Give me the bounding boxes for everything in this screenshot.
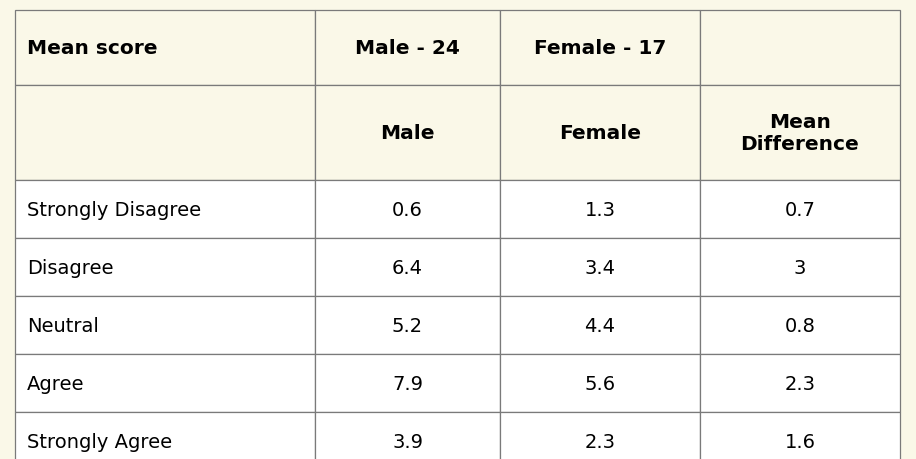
Text: Mean
Difference: Mean Difference xyxy=(741,113,859,154)
Bar xyxy=(315,354,500,412)
Text: Neutral: Neutral xyxy=(27,316,99,335)
Bar xyxy=(315,86,500,180)
Text: 2.3: 2.3 xyxy=(584,431,616,451)
Text: Strongly Disagree: Strongly Disagree xyxy=(27,200,202,219)
Text: 2.3: 2.3 xyxy=(784,374,815,392)
Bar xyxy=(315,239,500,297)
Bar xyxy=(500,297,700,354)
Text: 3.4: 3.4 xyxy=(584,258,616,277)
Text: Male - 24: Male - 24 xyxy=(355,39,460,58)
Text: Male: Male xyxy=(380,124,435,143)
Text: 7.9: 7.9 xyxy=(392,374,423,392)
Bar xyxy=(500,180,700,239)
Bar xyxy=(500,86,700,180)
Bar xyxy=(315,412,500,459)
Bar xyxy=(700,86,900,180)
Bar xyxy=(500,239,700,297)
Text: 1.3: 1.3 xyxy=(584,200,616,219)
Text: 5.2: 5.2 xyxy=(392,316,423,335)
Text: Female: Female xyxy=(559,124,641,143)
Bar xyxy=(500,412,700,459)
Text: Strongly Agree: Strongly Agree xyxy=(27,431,172,451)
Text: 3.9: 3.9 xyxy=(392,431,423,451)
Text: 6.4: 6.4 xyxy=(392,258,423,277)
Text: 4.4: 4.4 xyxy=(584,316,616,335)
Text: Mean score: Mean score xyxy=(27,39,158,58)
Bar xyxy=(700,412,900,459)
Bar xyxy=(700,239,900,297)
Bar xyxy=(15,239,315,297)
Bar xyxy=(15,11,315,86)
Bar xyxy=(15,412,315,459)
Bar xyxy=(500,354,700,412)
Bar xyxy=(500,11,700,86)
Text: Agree: Agree xyxy=(27,374,84,392)
Text: Female - 17: Female - 17 xyxy=(534,39,666,58)
Text: 0.6: 0.6 xyxy=(392,200,423,219)
Text: 5.6: 5.6 xyxy=(584,374,616,392)
Bar xyxy=(315,297,500,354)
Bar xyxy=(315,180,500,239)
Bar xyxy=(700,354,900,412)
Bar xyxy=(15,180,315,239)
Text: 0.7: 0.7 xyxy=(785,200,815,219)
Bar xyxy=(15,86,315,180)
Text: 0.8: 0.8 xyxy=(785,316,815,335)
Text: 3: 3 xyxy=(794,258,806,277)
Bar xyxy=(315,11,500,86)
Text: Disagree: Disagree xyxy=(27,258,114,277)
Bar xyxy=(700,11,900,86)
Text: 1.6: 1.6 xyxy=(784,431,815,451)
Bar xyxy=(700,297,900,354)
Bar xyxy=(15,354,315,412)
Bar xyxy=(700,180,900,239)
Bar xyxy=(15,297,315,354)
